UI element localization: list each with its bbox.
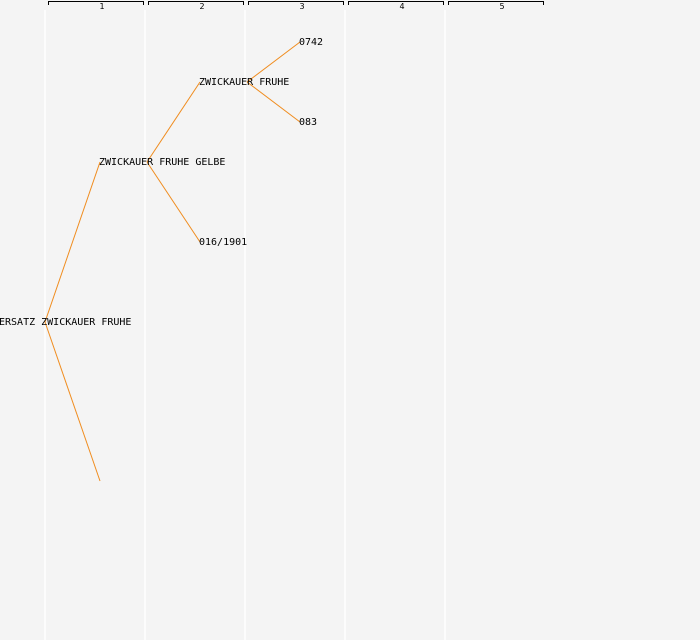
edge: [146, 81, 201, 163]
edge: [146, 161, 201, 243]
edge: [246, 81, 301, 123]
column-header: 4: [399, 2, 404, 11]
edge: [44, 321, 101, 482]
node-label: 083: [299, 117, 317, 128]
header-bracket: [48, 1, 144, 5]
header-bracket: [148, 1, 244, 5]
node-label: ZWICKAUER FRUHE GELBE: [99, 157, 225, 168]
header-bracket: [448, 1, 544, 5]
header-bracket: [348, 1, 444, 5]
header-bracket: [248, 1, 344, 5]
node-label: ERSATZ ZWICKAUER FRUHE: [0, 317, 131, 328]
edge: [246, 41, 301, 83]
node-label: ZWICKAUER FRUHE: [199, 77, 289, 88]
column-header: 3: [299, 2, 304, 11]
edges: [44, 41, 301, 482]
column-header: 1: [99, 2, 104, 11]
edge: [44, 161, 101, 323]
node-label: 0742: [299, 37, 323, 48]
column-header: 5: [499, 2, 504, 11]
column-header: 2: [199, 2, 204, 11]
node-label: 016/1901: [199, 237, 247, 248]
column-headers: 1 2 3 4 5: [48, 1, 544, 11]
column-lines: [44, 10, 446, 640]
node-labels: ERSATZ ZWICKAUER FRUHE ZWICKAUER FRUHE G…: [0, 37, 323, 328]
